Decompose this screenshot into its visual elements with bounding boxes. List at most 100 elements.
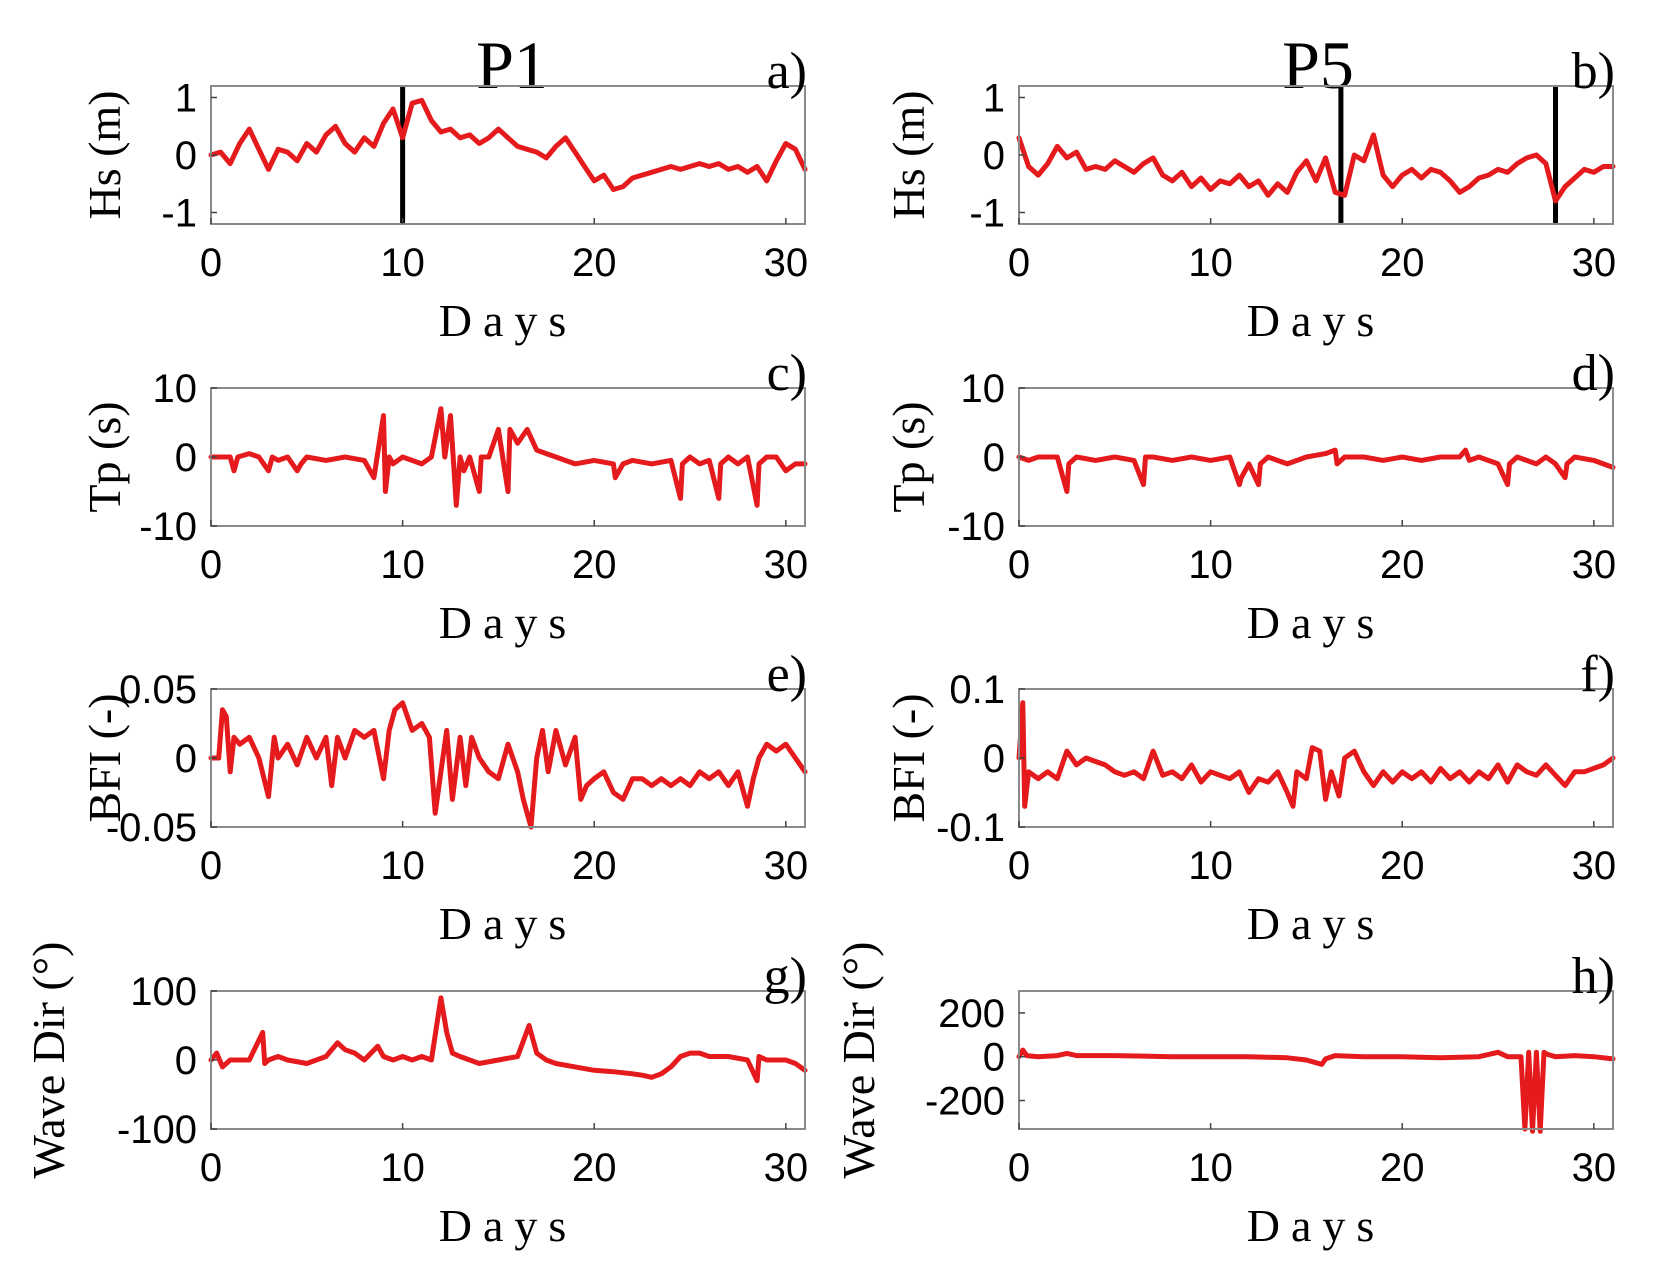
x-tick-label: 30 [1572,543,1617,587]
x-tick-label: 10 [1188,241,1233,285]
y-axis-label: Wave Dir (°) [833,942,884,1179]
y-tick-label: -0.1 [936,806,1005,850]
y-tick-label: -0.05 [106,806,197,850]
axes-frame [1018,85,1614,225]
y-tick-label: -1 [969,192,1005,236]
x-tick-label: 20 [1380,543,1425,587]
x-tick-label: 0 [1008,844,1030,888]
series-line [1016,1047,1616,1134]
series-line [1016,700,1616,809]
x-tick-label: 10 [1188,543,1233,587]
panel-label: d) [1572,345,1615,402]
y-tick-label: 10 [153,367,198,411]
y-tick-label: 0 [175,1039,197,1083]
y-tick-label: -10 [947,505,1005,549]
y-axis-label: Wave Dir (°) [23,942,74,1179]
x-tick-label: 10 [380,543,425,587]
x-tick-label: 20 [1380,1146,1425,1190]
y-tick-label: 0 [983,1036,1005,1080]
panel-label: c) [767,345,807,402]
x-axis-label: Days [439,1200,578,1251]
x-tick-label: 30 [1572,844,1617,888]
x-tick-label: 10 [1188,844,1233,888]
y-axis-label: Hs (m) [883,90,934,219]
x-tick-label: 0 [200,844,222,888]
x-tick-label: 0 [200,543,222,587]
y-axis-label: Tp (s) [883,401,934,512]
column-title-p1: P1 [476,27,548,103]
y-tick-label: 0 [983,134,1005,178]
panel-label: h) [1572,948,1615,1005]
series-line [1016,447,1616,494]
y-tick-label: 100 [130,970,197,1014]
x-tick-label: 20 [1380,241,1425,285]
panel-label: a) [767,43,807,100]
y-tick-label: 0 [175,436,197,480]
y-tick-label: 1 [983,77,1005,121]
x-tick-label: 10 [380,1146,425,1190]
x-axis-label: Days [439,898,578,949]
y-tick-label: 0 [983,737,1005,781]
y-tick-label: 0.05 [119,668,197,712]
x-tick-label: 0 [1008,1146,1030,1190]
x-tick-label: 30 [764,241,809,285]
y-tick-label: 0.1 [949,668,1005,712]
x-tick-label: 20 [572,844,617,888]
x-tick-label: 20 [572,543,617,587]
x-tick-label: 20 [572,241,617,285]
y-tick-label: -100 [117,1108,197,1152]
x-tick-label: 30 [1572,241,1617,285]
x-tick-label: 0 [1008,543,1030,587]
panel-label: g) [764,948,807,1005]
x-tick-label: 0 [200,241,222,285]
series-line [208,97,808,192]
x-tick-label: 30 [1572,1146,1617,1190]
x-tick-label: 30 [764,1146,809,1190]
y-tick-label: 1 [175,77,197,121]
x-axis-label: Days [1247,1200,1386,1251]
y-tick-label: 10 [961,367,1006,411]
y-tick-label: -10 [139,505,197,549]
x-tick-label: 0 [1008,241,1030,285]
axes-frame [1018,990,1614,1130]
panel-label: b) [1572,43,1615,100]
x-tick-label: 10 [380,241,425,285]
x-axis-label: Days [1247,898,1386,949]
series-line [208,700,808,830]
x-tick-label: 30 [764,543,809,587]
x-axis-label: Days [1247,597,1386,648]
x-tick-label: 0 [200,1146,222,1190]
y-axis-label: BFI (-) [79,693,130,822]
x-axis-label: Days [1247,295,1386,346]
panel-label: f) [1580,646,1615,703]
y-tick-label: -200 [925,1080,1005,1124]
series-line [1016,132,1616,204]
y-axis-label: BFI (-) [883,693,934,822]
x-tick-label: 30 [764,844,809,888]
x-tick-label: 10 [1188,1146,1233,1190]
y-tick-label: -1 [161,192,197,236]
y-tick-label: 200 [938,992,1005,1036]
y-axis-label: Hs (m) [79,90,130,219]
y-tick-label: 0 [175,737,197,781]
axes-frame [1018,688,1614,828]
series-line [208,406,808,508]
y-axis-label: Tp (s) [79,401,130,512]
series-line [208,995,808,1084]
x-tick-label: 20 [1380,844,1425,888]
x-axis-label: Days [439,295,578,346]
x-tick-label: 10 [380,844,425,888]
x-tick-label: 20 [572,1146,617,1190]
y-tick-label: 0 [175,134,197,178]
y-tick-label: 0 [983,436,1005,480]
